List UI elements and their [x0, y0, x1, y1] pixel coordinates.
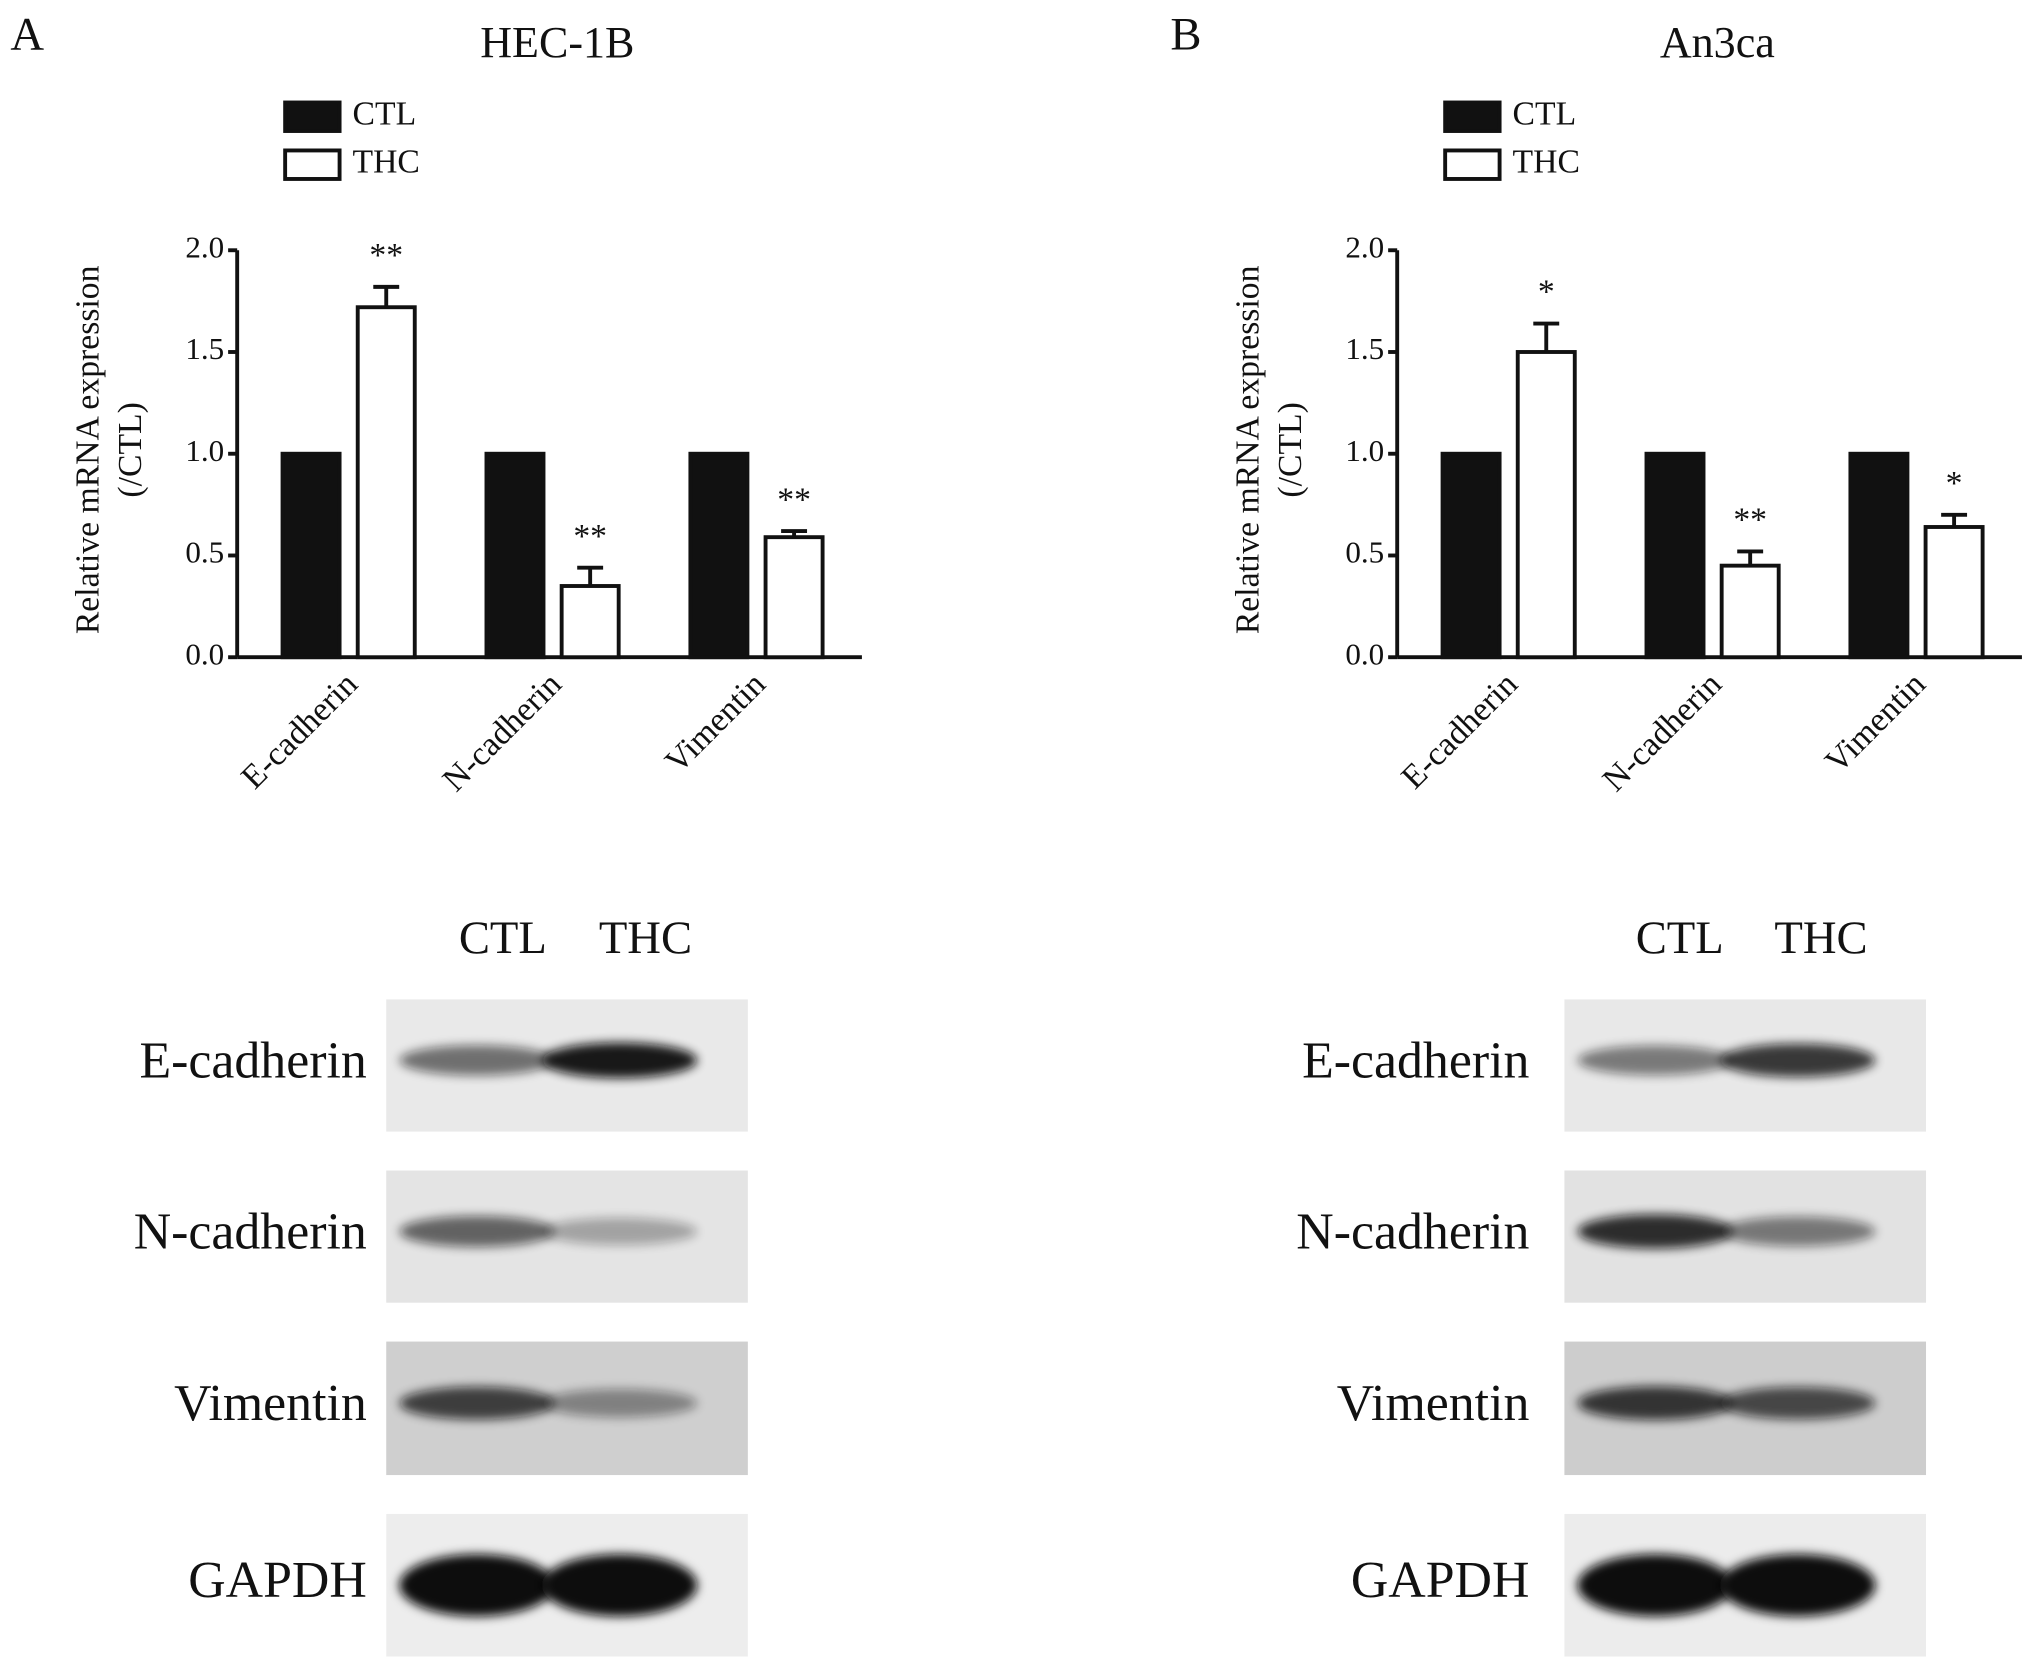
- y-tick-label: 0.5: [1345, 535, 1384, 570]
- significance: **: [1733, 502, 1767, 539]
- bar: [1923, 525, 1985, 660]
- band: [399, 1386, 555, 1420]
- y-tick-label: 1.0: [185, 433, 224, 468]
- band: [541, 1554, 698, 1617]
- legend-swatch: [1443, 148, 1502, 181]
- x-tick-label: E-cadherin: [1394, 665, 1525, 796]
- y-axis-label: Relative mRNA expression: [69, 265, 106, 634]
- bar: [1848, 451, 1910, 660]
- blot-strip: [1564, 1170, 1927, 1303]
- bar: [1515, 350, 1577, 660]
- y-tick-label: 0.5: [185, 535, 224, 570]
- error-bar: [1941, 512, 1968, 527]
- row-label: E-cadherin: [1302, 1032, 1529, 1089]
- error-bar: [577, 565, 604, 587]
- lane-label: THC: [599, 912, 692, 964]
- bar: [1719, 563, 1781, 660]
- bar: [763, 535, 825, 660]
- bar: [559, 584, 621, 660]
- band: [1577, 1214, 1733, 1249]
- legend-swatch: [1443, 100, 1502, 133]
- legend-swatch: [283, 148, 342, 181]
- x-tick-label: E-cadherin: [234, 665, 365, 796]
- y-tick-label: 0.0: [1345, 636, 1384, 671]
- y-axis-label: Relative mRNA expression: [1229, 265, 1266, 634]
- lane-label: CTL: [1636, 912, 1724, 964]
- blot-strip: [1564, 1513, 1927, 1657]
- band: [1719, 1216, 1876, 1247]
- chart-title: An3ca: [1660, 18, 1775, 67]
- row-label: GAPDH: [188, 1552, 367, 1609]
- band: [541, 1042, 698, 1079]
- y-axis-label: (/CTL): [1272, 402, 1309, 497]
- legend-label: THC: [1513, 143, 1580, 180]
- x-tick-label: N-cadherin: [1596, 665, 1729, 798]
- error-bar: [1737, 549, 1764, 566]
- y-tick-label: 2.0: [1345, 229, 1384, 264]
- error-bar: [373, 284, 400, 308]
- blot-strip: [386, 999, 748, 1132]
- x-tick-label: N-cadherin: [436, 665, 569, 798]
- y-tick-label: 0.0: [185, 636, 224, 671]
- row-label: E-cadherin: [139, 1032, 366, 1089]
- band: [1719, 1554, 1876, 1617]
- row-label: N-cadherin: [134, 1203, 367, 1260]
- legend-label: CTL: [353, 95, 417, 132]
- band: [399, 1045, 555, 1076]
- bar: [355, 305, 417, 660]
- blot-strip: [1564, 999, 1927, 1132]
- row-label: GAPDH: [1351, 1552, 1530, 1609]
- blot-strip: [386, 1170, 748, 1303]
- bar: [1644, 451, 1706, 660]
- chart-title: HEC-1B: [480, 18, 634, 67]
- row-label: Vimentin: [1337, 1375, 1530, 1432]
- band: [1577, 1554, 1733, 1617]
- blot-strip: [386, 1513, 748, 1657]
- bar: [1440, 451, 1502, 660]
- error-bar: [1533, 321, 1560, 352]
- blot-strip: [1564, 1341, 1927, 1476]
- band: [1577, 1386, 1733, 1420]
- band: [399, 1215, 555, 1247]
- row-label: Vimentin: [174, 1375, 367, 1432]
- legend-label: THC: [353, 143, 420, 180]
- y-tick-label: 1.5: [185, 331, 224, 366]
- significance: **: [777, 481, 811, 518]
- blot-strip: [386, 1341, 748, 1476]
- y-tick-label: 1.5: [1345, 331, 1384, 366]
- band: [541, 1217, 698, 1246]
- error-bar: [781, 529, 808, 538]
- band: [399, 1554, 555, 1617]
- significance: *: [1538, 274, 1555, 311]
- y-tick-label: 1.0: [1345, 433, 1384, 468]
- panel-label: A: [10, 9, 44, 61]
- bar: [688, 451, 750, 660]
- significance: *: [1946, 465, 1963, 502]
- lane-label: THC: [1774, 912, 1867, 964]
- bar: [484, 451, 546, 660]
- band: [1719, 1043, 1876, 1078]
- band: [541, 1388, 698, 1418]
- legend-label: CTL: [1513, 95, 1577, 132]
- significance: **: [573, 518, 607, 555]
- legend-swatch: [283, 100, 342, 133]
- band: [1719, 1386, 1876, 1420]
- bar: [280, 451, 342, 660]
- y-axis-label: (/CTL): [112, 402, 149, 497]
- lane-label: CTL: [459, 912, 547, 964]
- band: [1577, 1045, 1733, 1076]
- x-tick-label: Vimentin: [1818, 665, 1933, 780]
- x-tick-label: Vimentin: [658, 665, 773, 780]
- y-tick-label: 2.0: [185, 229, 224, 264]
- row-label: N-cadherin: [1296, 1203, 1529, 1260]
- significance: **: [369, 237, 403, 274]
- panel-label: B: [1170, 9, 1201, 61]
